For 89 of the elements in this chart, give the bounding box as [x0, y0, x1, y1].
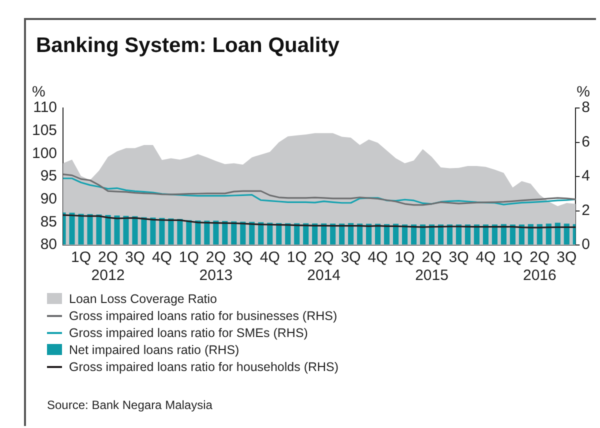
bar [249, 222, 255, 244]
bar [554, 222, 560, 244]
bar [294, 223, 300, 244]
legend-label: Loan Loss Coverage Ratio [69, 292, 218, 306]
bar [510, 224, 516, 244]
y2-tick-label: 6 [582, 133, 590, 150]
x-tick-label: 3Q [448, 249, 469, 266]
x-tick-label: 1Q [286, 249, 307, 266]
bar [312, 223, 318, 244]
y-tick-label: 95 [40, 168, 58, 185]
x-tick-label: 4Q [476, 249, 496, 266]
y2-tick-label: 2 [582, 202, 590, 219]
legend-label: Gross impaired loans ratio for businesses (RHS) [69, 308, 338, 322]
bar [564, 224, 570, 244]
bar [177, 218, 183, 244]
bar [240, 222, 246, 244]
bar [366, 224, 372, 244]
x-tick-label: 2Q 2013 [199, 249, 233, 284]
bar [482, 224, 489, 244]
y-tick-label: 100 [32, 144, 58, 162]
bar [123, 216, 129, 244]
y-axis-title: % [32, 84, 46, 101]
bar [114, 216, 120, 244]
bar [141, 217, 147, 244]
bar [357, 224, 363, 244]
y-tick-label: 80 [40, 236, 58, 254]
bar [375, 224, 381, 244]
bar [402, 224, 408, 244]
bar [150, 218, 156, 244]
bar [500, 224, 506, 244]
y-tick-label: 90 [40, 190, 58, 208]
x-tick-label: 1Q [178, 249, 199, 266]
x-tick-label: 3Q [232, 249, 253, 266]
bar [438, 224, 444, 244]
bar [518, 224, 524, 244]
bar [464, 224, 471, 244]
bar [492, 224, 498, 244]
x-tick-label: 2Q 2012 [91, 249, 125, 284]
x-tick-label: 3Q [340, 249, 361, 266]
bar [410, 224, 417, 244]
bar [330, 224, 336, 244]
bar [348, 223, 354, 244]
bar [267, 222, 273, 244]
bar [384, 224, 390, 244]
bar [168, 218, 174, 244]
bar [159, 218, 165, 244]
bar [69, 212, 75, 244]
legend-label: Net impaired loans ratio (RHS) [69, 342, 240, 356]
x-tick-label: 4Q [260, 249, 280, 266]
chart-title: Banking System: Loan Quality [36, 34, 340, 58]
bar [428, 224, 435, 244]
x-tick-label: 3Q [556, 249, 577, 266]
y-tick-label: 85 [40, 213, 58, 230]
y2-axis-title: % [576, 84, 590, 101]
x-tick-label: 1Q [394, 249, 415, 266]
bar [78, 214, 84, 244]
bar [204, 220, 210, 244]
x-tick-label: 4Q [368, 249, 388, 266]
y-tick-label: 110 [33, 99, 58, 116]
x-tick-label: 3Q [124, 249, 145, 266]
bar [258, 222, 264, 244]
bar [222, 221, 228, 244]
x-tick-label: 2Q 2016 [522, 249, 556, 284]
bar [474, 224, 480, 244]
y-tick-label: 105 [32, 122, 58, 139]
bar [105, 215, 111, 244]
bar [276, 223, 282, 244]
legend-label: Gross impaired loans ratio for SMEs (RHS) [69, 326, 308, 340]
bar [132, 216, 138, 244]
x-tick-label: 4Q [152, 249, 172, 266]
y2-tick-label: 0 [582, 236, 590, 254]
x-tick-label: 1Q [71, 249, 92, 266]
x-tick-label: 2Q 2015 [415, 249, 448, 284]
bar [87, 214, 93, 244]
bar [186, 220, 192, 244]
bar [195, 220, 201, 244]
bar [546, 224, 552, 244]
x-tick-label: 2Q 2014 [307, 249, 341, 284]
bar [213, 220, 219, 244]
bar [231, 221, 237, 244]
y2-tick-label: 8 [582, 99, 590, 116]
y2-tick-label: 4 [582, 168, 590, 185]
bar [393, 224, 399, 244]
bar [96, 214, 102, 244]
bar [321, 223, 327, 244]
legend-label: Gross impaired loans ratio for households (RHS) [69, 360, 339, 374]
x-tick-label: 1Q [502, 249, 523, 266]
bar [339, 224, 345, 244]
source-note: Source: Bank Negara Malaysia [47, 398, 212, 412]
